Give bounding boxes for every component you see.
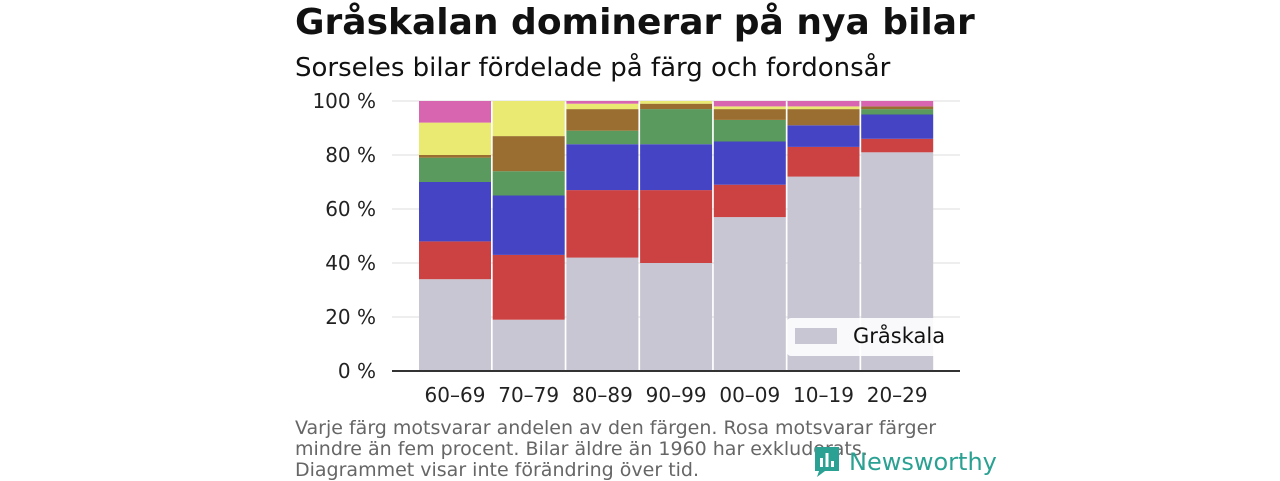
y-tick-label: 40 % [325, 251, 376, 275]
bar-segment [419, 122, 491, 155]
legend-box [787, 318, 947, 356]
bar-segment [492, 319, 565, 371]
bar-segment [566, 144, 639, 191]
bar-segment [787, 101, 860, 107]
bar-segment [861, 106, 934, 110]
bar-segment [640, 103, 713, 110]
x-tick-label: 70–79 [498, 383, 559, 407]
brand-name: Newsworthy [849, 448, 997, 476]
bar-segment [419, 157, 491, 182]
bar-segment [492, 195, 565, 255]
bar-segment [787, 106, 860, 110]
bar-segment [419, 241, 491, 280]
chart-subtitle: Sorseles bilar fördelade på färg och for… [295, 53, 891, 83]
y-tick-label: 60 % [325, 197, 376, 221]
legend: Gråskala [787, 318, 947, 356]
bar-segment [787, 146, 860, 177]
y-tick-label: 20 % [325, 305, 376, 329]
bar-segment [787, 125, 860, 147]
legend-swatch [795, 328, 837, 344]
x-tick-label: 10–19 [793, 383, 854, 407]
newsworthy-brand: Newsworthy [813, 445, 997, 479]
bar-segment [492, 171, 565, 196]
x-tick-label: 80–89 [572, 383, 633, 407]
bar-segment [640, 109, 713, 145]
x-tick-label: 90–99 [646, 383, 707, 407]
bar-segment [566, 257, 639, 371]
bar-segment [419, 182, 491, 242]
bar-segment [419, 101, 491, 123]
stacked-bar-chart: 0 % 20 % 40 % 60 % 80 % 100 % 60–69 70–79 80–89… [312, 89, 960, 407]
bar-segment [566, 190, 639, 258]
x-axis-tick-labels: 60–69 70–79 80–89 90–99 00–09 10–19 20–29 [425, 383, 928, 407]
x-tick-label: 60–69 [425, 383, 486, 407]
x-tick-label: 00–09 [719, 383, 780, 407]
chart-footnote: Varje färg motsvarar andelen av den färg… [295, 417, 937, 481]
bar-segment [640, 190, 713, 263]
bar-segment [566, 109, 639, 131]
bar-segment [640, 101, 713, 104]
y-tick-label: 100 % [312, 89, 376, 113]
x-tick-label: 20–29 [867, 383, 928, 407]
bar-segment [713, 101, 786, 107]
bar-segment [640, 144, 713, 191]
bar-segment [640, 263, 713, 371]
bar-segment [492, 101, 565, 137]
bar-segment [419, 279, 491, 371]
bar-segment [713, 141, 786, 185]
bar-segment [566, 130, 639, 145]
bar-segment [566, 101, 639, 104]
bar-segment [713, 217, 786, 371]
chart-title: Gråskalan dominerar på nya bilar [295, 2, 975, 43]
y-tick-label: 0 % [338, 359, 376, 383]
newsworthy-logo-icon [815, 447, 839, 477]
bar-segment [861, 138, 934, 153]
bar-segment [492, 136, 565, 172]
bar-segment [492, 254, 565, 320]
y-tick-label: 80 % [325, 143, 376, 167]
bar-segment [787, 109, 860, 126]
bar-segment [861, 109, 934, 115]
legend-label: Gråskala [853, 323, 945, 348]
bar-segment [566, 103, 639, 110]
bar-segment [713, 109, 786, 120]
bar-segment [419, 155, 491, 158]
bar-segment [861, 101, 934, 107]
bar-segment [713, 119, 786, 142]
y-axis-tick-labels: 0 % 20 % 40 % 60 % 80 % 100 % [312, 89, 376, 383]
bar-segment [861, 114, 934, 139]
bar-segment [713, 184, 786, 218]
bar-segment [713, 106, 786, 110]
